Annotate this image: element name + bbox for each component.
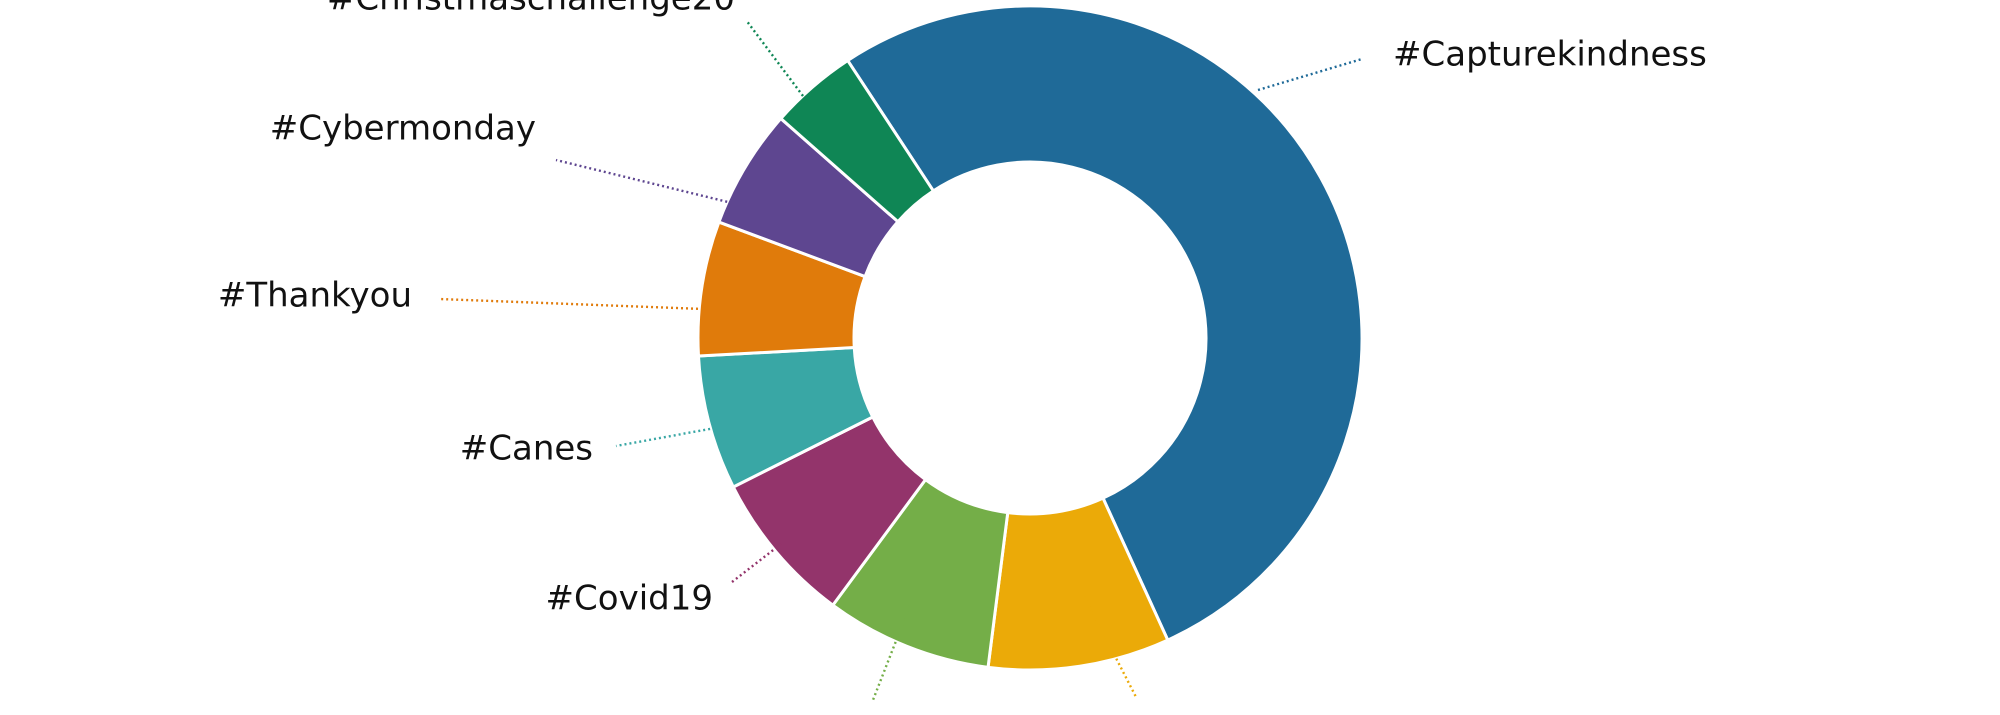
label-thankyou: #Thankyou	[218, 276, 412, 316]
leader-line-christmaschallenge20	[745, 19, 807, 101]
slice-christmaschallenge20	[779, 59, 935, 224]
slices	[696, 4, 1364, 672]
leader-lines	[438, 19, 1363, 701]
leader-line-cybermonday	[555, 158, 733, 205]
slice-capturekindness	[846, 4, 1364, 642]
leader-line-canes	[615, 426, 716, 448]
label-christmaschallenge20: #Christmaschallenge20	[327, 0, 735, 19]
label-covid19: #Covid19	[546, 579, 713, 619]
leader-line-capturekindness	[1257, 57, 1363, 92]
leader-line-covid19	[731, 543, 782, 583]
leader-line-thankyou	[438, 297, 704, 311]
label-canes: #Canes	[460, 429, 593, 469]
label-capturekindness: #Capturekindness	[1393, 35, 1707, 75]
label-cybermonday: #Cybermonday	[270, 109, 536, 149]
slice-labels: #Capturekindness #Covid19 #Canes #Thankyou #…	[218, 0, 1707, 619]
